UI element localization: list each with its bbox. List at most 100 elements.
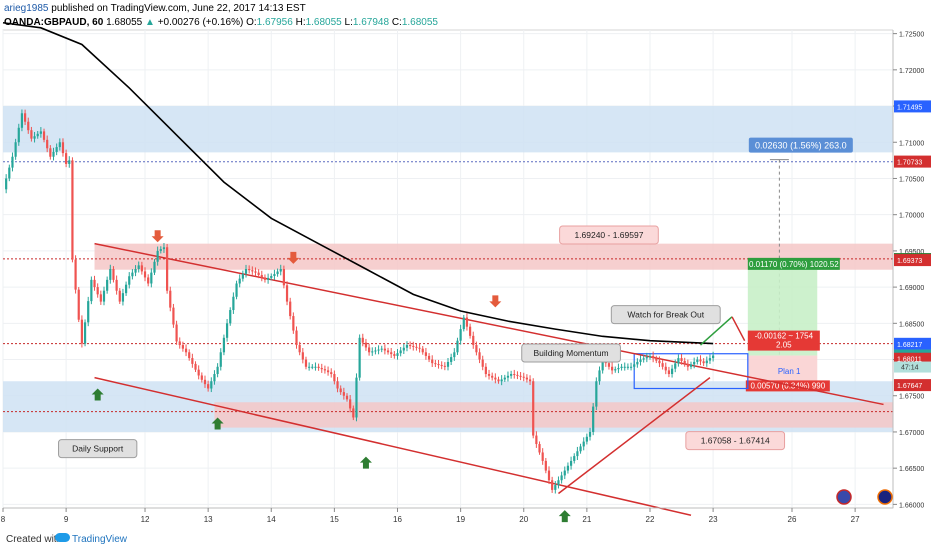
candle-body [639, 359, 642, 362]
candle-body [528, 379, 532, 382]
candle-body [282, 269, 285, 286]
candle-body [301, 352, 304, 360]
candle-body [77, 289, 80, 320]
risk-tag-box [747, 330, 820, 351]
chart-header: arieg1985 published on TradingView.com, … [4, 2, 438, 30]
candle-body [323, 369, 327, 371]
candle-body [371, 351, 374, 353]
price-change: +0.00276 (+0.16%) [157, 17, 244, 28]
candle-body [200, 375, 203, 380]
candle-body [399, 350, 402, 354]
candle-body [434, 363, 437, 365]
candle-body [519, 375, 522, 377]
candle-body [576, 451, 579, 457]
candle-body [270, 276, 273, 278]
candle-body [169, 290, 172, 308]
candle-body [93, 279, 96, 288]
candle-body [402, 347, 405, 351]
candle-body [203, 379, 207, 385]
candle-body [166, 247, 169, 291]
candle-body [71, 160, 74, 260]
candle-body [112, 269, 115, 280]
candle-body [273, 274, 276, 277]
candle-body [238, 278, 241, 284]
measure-label-box [748, 137, 853, 153]
price-chart[interactable]: 0.02630 (1.56%) 263.0 0.01170 (0.70%) 102… [0, 0, 932, 528]
candle-body [147, 277, 150, 284]
candle-body [153, 261, 156, 273]
candle-body [68, 160, 71, 164]
candle-body [178, 341, 181, 346]
candle-body [267, 277, 270, 280]
candle-body [614, 369, 617, 371]
x-tick-label: 22 [646, 515, 655, 524]
candle-body [364, 342, 368, 348]
annotation-box [559, 225, 659, 245]
candle-body [652, 355, 655, 359]
candle-body [547, 470, 551, 481]
candle-body [175, 324, 178, 342]
candle-body [358, 337, 361, 378]
high-value: 1.68055 [305, 17, 342, 28]
candle-body [667, 370, 671, 375]
candle-body [150, 272, 153, 284]
candle-body [566, 465, 570, 471]
candle-body [333, 374, 336, 382]
measure-label: 0.02630 (1.56%) 263.0 [755, 141, 847, 151]
risk-tag-sublabel: 2.05 [776, 341, 792, 350]
candle-body [516, 374, 519, 376]
candle-body [478, 352, 481, 360]
annotation-box [521, 343, 621, 363]
candle-body [506, 375, 510, 378]
annotation-text: Building Momentum [534, 348, 609, 358]
candle-body [680, 358, 683, 361]
candle-body [557, 480, 560, 486]
y-tick-label: 1.67000 [899, 430, 924, 437]
candle-body [118, 290, 121, 302]
candle-body [8, 167, 11, 179]
last-price: 1.68055 [106, 17, 143, 28]
candle-body [23, 113, 27, 122]
candle-body [661, 363, 664, 367]
candle-body [83, 322, 87, 344]
candle-body [481, 359, 484, 367]
candle-body [314, 366, 317, 368]
x-tick-label: 27 [851, 515, 860, 524]
low-label: L: [344, 17, 353, 28]
candle-body [87, 301, 90, 323]
y-tick-label: 1.71000 [899, 140, 924, 147]
down-arrow-icon [287, 251, 300, 264]
candle-body [102, 290, 106, 302]
countdown-box [894, 361, 931, 373]
candle-body [241, 273, 244, 279]
candle-body [49, 148, 52, 157]
up-arrow-icon [359, 456, 372, 469]
candle-body [55, 147, 58, 152]
price-tag-label: 1.68217 [897, 342, 922, 349]
candle-body [503, 377, 506, 380]
author-name[interactable]: arieg1985 [4, 3, 49, 14]
symbol-label: OANDA:GBPAUD, 60 [4, 17, 104, 28]
candle-body [453, 352, 456, 358]
candle-body [633, 364, 636, 367]
candle-body [39, 131, 42, 134]
price-tag-label: 1.68011 [897, 357, 922, 364]
price-tag-box [894, 100, 931, 113]
candle-body [601, 359, 604, 371]
candle-body [207, 384, 210, 389]
candle-body [708, 358, 712, 361]
candle-body [437, 364, 440, 366]
candle-body [573, 456, 576, 461]
x-tick-label: 9 [64, 515, 69, 524]
candle-body [538, 444, 541, 453]
candle-body [386, 350, 390, 353]
candle-body [289, 301, 292, 317]
candle-body [219, 352, 222, 367]
candle-body [254, 271, 257, 273]
candle-body [349, 399, 352, 409]
candle-body [440, 364, 443, 366]
y-tick-label: 1.69000 [899, 285, 924, 292]
tradingview-link[interactable]: TradingView [72, 534, 128, 545]
candle-body [611, 366, 614, 371]
candle-body [121, 293, 125, 302]
